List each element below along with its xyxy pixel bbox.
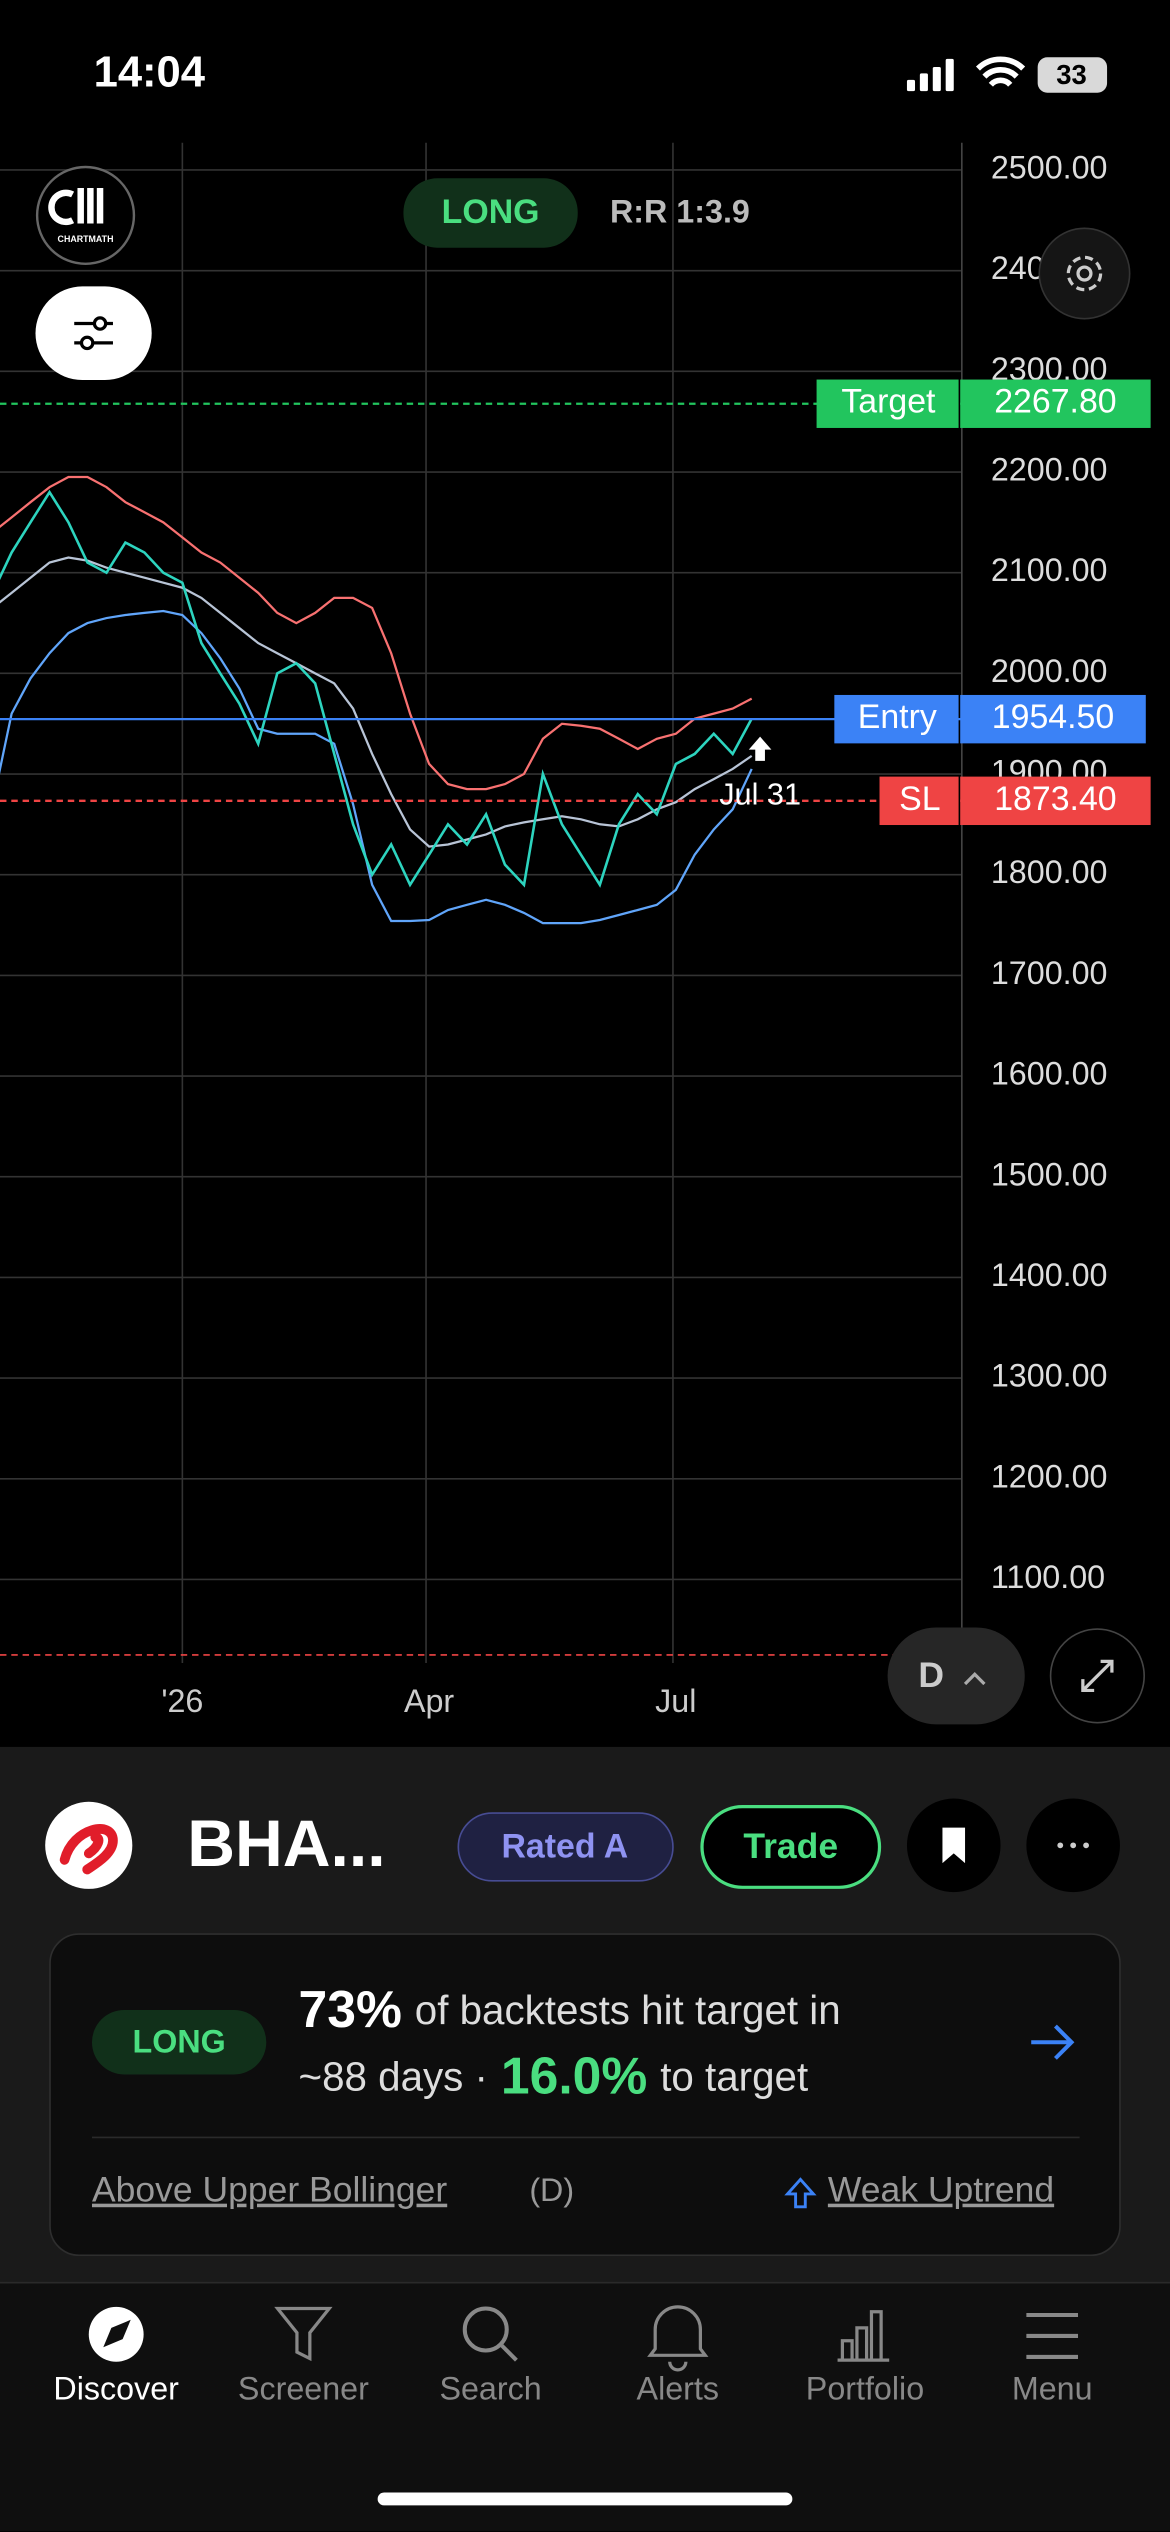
filter-icon xyxy=(74,316,113,351)
level-name: SL xyxy=(899,780,940,818)
bookmark-icon xyxy=(942,1827,966,1864)
y-tick-label: 1700.00 xyxy=(991,955,1108,991)
gear-center xyxy=(1076,265,1093,282)
x-tick-label: Apr xyxy=(404,1683,454,1719)
battery xyxy=(1037,57,1108,93)
portfolio-icon xyxy=(837,2310,890,2362)
tab-label[interactable]: Portfolio xyxy=(806,2370,924,2406)
upside-text: to target xyxy=(660,2053,808,2099)
risk-reward: R:R 1:3.9 xyxy=(610,193,750,229)
level-value-box xyxy=(960,694,1146,744)
level-value: 1873.40 xyxy=(994,780,1116,818)
y-tick-label: 2500.00 xyxy=(991,150,1108,186)
y-tick-label: 2200.00 xyxy=(991,452,1108,488)
home-indicator xyxy=(377,2492,793,2506)
y-tick-label: 1600.00 xyxy=(991,1056,1108,1092)
signal-line-1: 73% of backtests hit target in xyxy=(299,1980,841,2038)
chevron xyxy=(963,1672,986,1686)
signal-arrow xyxy=(748,736,772,761)
y-tick-label: 1800.00 xyxy=(991,854,1108,890)
y-tick-label: 1200.00 xyxy=(991,1458,1108,1494)
stock-logo xyxy=(45,1801,133,1889)
x-tick-label: '26 xyxy=(161,1683,203,1719)
indicator-timeframe: (D) xyxy=(529,2172,574,2208)
timeframe: D xyxy=(918,1655,944,1695)
hit-rate: 73% xyxy=(299,1980,402,2038)
logo-mark xyxy=(48,187,104,226)
search-icon xyxy=(462,2306,509,2353)
level-name-box xyxy=(879,776,959,826)
more-icon xyxy=(1057,1842,1089,1849)
alerts-icon xyxy=(647,2305,709,2372)
y-tick-label: 1300.00 xyxy=(991,1358,1108,1394)
y-tick-label: 1500.00 xyxy=(991,1156,1108,1192)
series-line xyxy=(0,475,753,791)
level-value: 1954.50 xyxy=(992,698,1114,736)
battery-level: 33 xyxy=(1056,59,1087,90)
expand-icon xyxy=(1081,1659,1114,1693)
trade: Trade xyxy=(743,1826,838,1866)
y-tick-label: 2000.00 xyxy=(991,653,1108,689)
level-name: Target xyxy=(841,383,936,421)
hit-text: of backtests hit target in xyxy=(415,1987,841,2033)
upside: 16.0% xyxy=(501,2046,647,2104)
stock-name: BHA... xyxy=(187,1807,385,1881)
stock-logo-mark xyxy=(59,1824,118,1875)
series-line xyxy=(0,609,753,925)
y-tick-label: 2100.00 xyxy=(991,552,1108,588)
level-value-box xyxy=(960,776,1151,826)
signal-direction-pill xyxy=(91,2009,267,2075)
card-arrow xyxy=(1031,2024,1075,2060)
nav-labels: Discover Screener Search Alerts Portfolio Men… xyxy=(53,2370,1092,2406)
tab-label[interactable]: Search xyxy=(439,2370,541,2406)
y-tick-label: 1400.00 xyxy=(991,1257,1108,1293)
plot xyxy=(0,402,962,925)
last-date: Jul 31 xyxy=(719,777,801,811)
rating: Rated A xyxy=(501,1828,628,1866)
level-value-box xyxy=(960,379,1151,428)
wifi-icon xyxy=(975,56,1026,87)
level-name-box xyxy=(834,694,959,744)
logo-text: CHARTMATH xyxy=(58,234,114,244)
compass-needle xyxy=(103,2319,131,2348)
tab-bar xyxy=(0,2282,1170,2532)
search-handle xyxy=(500,2344,518,2362)
days: ~88 days · xyxy=(299,2053,488,2099)
signal-direction: LONG xyxy=(133,2023,226,2059)
direction-pill xyxy=(403,178,578,248)
levels: Target 2267.80 Entry 1954.50 SL 1873.40 xyxy=(816,379,1151,826)
filter-button[interactable] xyxy=(35,286,152,381)
level-name: Entry xyxy=(858,698,937,736)
level-name-box xyxy=(816,379,959,428)
grid xyxy=(0,169,962,1581)
settings-button[interactable] xyxy=(1038,227,1131,320)
y-tick-label: 1100.00 xyxy=(991,1559,1105,1595)
level-value: 2267.80 xyxy=(994,383,1116,421)
signal-card[interactable] xyxy=(49,1933,1121,2257)
gear-icon xyxy=(1066,255,1103,292)
status-time: 14:04 xyxy=(94,49,205,97)
tab-label[interactable]: Alerts xyxy=(637,2370,719,2406)
tab-label[interactable]: Discover xyxy=(53,2370,179,2406)
timeframe-button[interactable] xyxy=(887,1627,1025,1725)
signal-icon xyxy=(906,58,954,92)
trade-button[interactable] xyxy=(700,1805,882,1889)
tab-label[interactable]: Menu xyxy=(1012,2370,1093,2406)
direction: LONG xyxy=(442,193,540,231)
trend-icon xyxy=(784,2177,817,2209)
rating-pill[interactable] xyxy=(457,1812,674,1882)
x-tick-label: Jul xyxy=(655,1683,696,1719)
menu-icon xyxy=(1026,2312,1079,2359)
indicator[interactable]: Above Upper Bollinger xyxy=(92,2170,447,2210)
trend[interactable]: Weak Uptrend xyxy=(828,2170,1054,2210)
signal-line-2: ~88 days · 16.0% to target xyxy=(299,2046,809,2104)
tab-label[interactable]: Screener xyxy=(238,2370,369,2406)
series-line xyxy=(0,489,753,888)
series-line xyxy=(0,556,753,848)
screener-icon xyxy=(274,2306,333,2362)
